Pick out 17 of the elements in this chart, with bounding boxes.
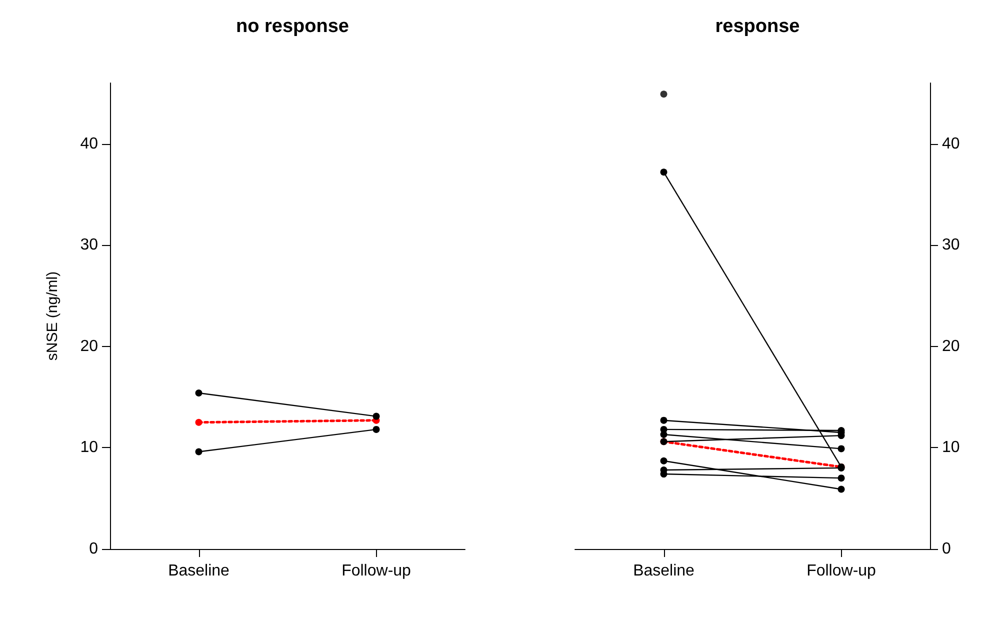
y2-tick-label: 10 xyxy=(942,439,960,456)
y-tick-label: 30 xyxy=(80,236,98,254)
x-tick-label: Follow-up xyxy=(342,562,412,580)
y-tick-label: 20 xyxy=(80,338,98,355)
x-tick-label: Baseline xyxy=(633,562,695,580)
x-tick-label: Baseline xyxy=(168,562,230,580)
y2-tick-label: 0 xyxy=(942,540,951,558)
y-axis-title: sNSE (ng/ml) xyxy=(44,271,61,361)
y-tick-label: 10 xyxy=(80,439,98,456)
y-tick-label: 0 xyxy=(89,540,98,558)
chart-title: no response xyxy=(236,16,349,37)
y2-tick-label: 40 xyxy=(942,135,960,152)
x-tick-label: Follow-up xyxy=(806,562,876,580)
chart-title: response xyxy=(715,16,800,37)
y2-tick-label: 20 xyxy=(942,338,960,355)
y2-tick-label: 30 xyxy=(942,236,960,254)
y-tick-label: 40 xyxy=(80,135,98,152)
